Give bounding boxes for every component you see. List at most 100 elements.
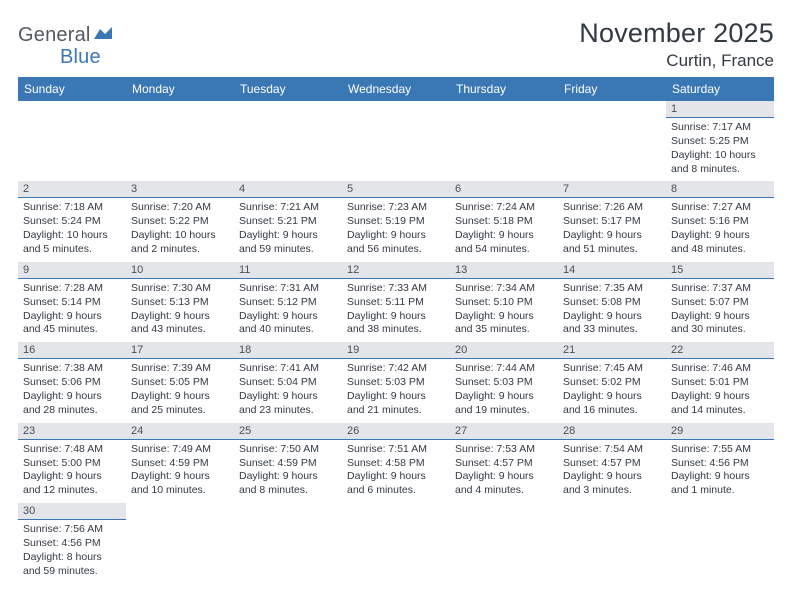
calendar-cell: 2Sunrise: 7:18 AMSunset: 5:24 PMDaylight…	[18, 181, 126, 261]
calendar-row: 16Sunrise: 7:38 AMSunset: 5:06 PMDayligh…	[18, 342, 774, 422]
calendar-cell	[342, 503, 450, 583]
calendar-cell: 13Sunrise: 7:34 AMSunset: 5:10 PMDayligh…	[450, 262, 558, 342]
day-detail: Sunrise: 7:56 AMSunset: 4:56 PMDaylight:…	[18, 520, 126, 583]
day-number: 9	[18, 262, 126, 279]
day-detail: Sunrise: 7:24 AMSunset: 5:18 PMDaylight:…	[450, 198, 558, 261]
calendar-cell: 29Sunrise: 7:55 AMSunset: 4:56 PMDayligh…	[666, 423, 774, 503]
day-number: 13	[450, 262, 558, 279]
calendar-cell	[126, 101, 234, 181]
calendar-cell	[450, 503, 558, 583]
calendar-cell: 9Sunrise: 7:28 AMSunset: 5:14 PMDaylight…	[18, 262, 126, 342]
day-detail: Sunrise: 7:46 AMSunset: 5:01 PMDaylight:…	[666, 359, 774, 422]
day-detail: Sunrise: 7:54 AMSunset: 4:57 PMDaylight:…	[558, 440, 666, 503]
weekday-header-row: SundayMondayTuesdayWednesdayThursdayFrid…	[18, 77, 774, 101]
calendar-row: 30Sunrise: 7:56 AMSunset: 4:56 PMDayligh…	[18, 503, 774, 583]
calendar-cell: 16Sunrise: 7:38 AMSunset: 5:06 PMDayligh…	[18, 342, 126, 422]
day-detail: Sunrise: 7:37 AMSunset: 5:07 PMDaylight:…	[666, 279, 774, 342]
day-detail: Sunrise: 7:31 AMSunset: 5:12 PMDaylight:…	[234, 279, 342, 342]
day-number: 29	[666, 423, 774, 440]
weekday-header: Thursday	[450, 77, 558, 101]
weekday-header: Sunday	[18, 77, 126, 101]
calendar-cell: 5Sunrise: 7:23 AMSunset: 5:19 PMDaylight…	[342, 181, 450, 261]
day-number: 19	[342, 342, 450, 359]
day-detail: Sunrise: 7:49 AMSunset: 4:59 PMDaylight:…	[126, 440, 234, 503]
calendar-cell	[18, 101, 126, 181]
day-number: 7	[558, 181, 666, 198]
calendar-cell	[666, 503, 774, 583]
day-detail: Sunrise: 7:21 AMSunset: 5:21 PMDaylight:…	[234, 198, 342, 261]
day-number: 18	[234, 342, 342, 359]
day-number: 8	[666, 181, 774, 198]
day-detail: Sunrise: 7:18 AMSunset: 5:24 PMDaylight:…	[18, 198, 126, 261]
day-number: 30	[18, 503, 126, 520]
calendar-cell: 27Sunrise: 7:53 AMSunset: 4:57 PMDayligh…	[450, 423, 558, 503]
day-detail: Sunrise: 7:38 AMSunset: 5:06 PMDaylight:…	[18, 359, 126, 422]
day-number: 23	[18, 423, 126, 440]
day-detail: Sunrise: 7:26 AMSunset: 5:17 PMDaylight:…	[558, 198, 666, 261]
day-number: 14	[558, 262, 666, 279]
calendar-cell: 30Sunrise: 7:56 AMSunset: 4:56 PMDayligh…	[18, 503, 126, 583]
day-detail: Sunrise: 7:51 AMSunset: 4:58 PMDaylight:…	[342, 440, 450, 503]
weekday-header: Monday	[126, 77, 234, 101]
calendar-cell: 3Sunrise: 7:20 AMSunset: 5:22 PMDaylight…	[126, 181, 234, 261]
day-number: 1	[666, 101, 774, 118]
calendar-cell: 10Sunrise: 7:30 AMSunset: 5:13 PMDayligh…	[126, 262, 234, 342]
calendar-table: SundayMondayTuesdayWednesdayThursdayFrid…	[18, 77, 774, 584]
calendar-row: 1Sunrise: 7:17 AMSunset: 5:25 PMDaylight…	[18, 101, 774, 181]
day-number: 15	[666, 262, 774, 279]
calendar-cell: 22Sunrise: 7:46 AMSunset: 5:01 PMDayligh…	[666, 342, 774, 422]
calendar-cell	[234, 101, 342, 181]
calendar-cell: 11Sunrise: 7:31 AMSunset: 5:12 PMDayligh…	[234, 262, 342, 342]
calendar-cell	[450, 101, 558, 181]
day-detail: Sunrise: 7:23 AMSunset: 5:19 PMDaylight:…	[342, 198, 450, 261]
day-detail: Sunrise: 7:48 AMSunset: 5:00 PMDaylight:…	[18, 440, 126, 503]
day-detail: Sunrise: 7:35 AMSunset: 5:08 PMDaylight:…	[558, 279, 666, 342]
calendar-cell: 23Sunrise: 7:48 AMSunset: 5:00 PMDayligh…	[18, 423, 126, 503]
day-detail: Sunrise: 7:39 AMSunset: 5:05 PMDaylight:…	[126, 359, 234, 422]
day-number: 16	[18, 342, 126, 359]
calendar-cell: 24Sunrise: 7:49 AMSunset: 4:59 PMDayligh…	[126, 423, 234, 503]
day-number: 20	[450, 342, 558, 359]
calendar-cell: 17Sunrise: 7:39 AMSunset: 5:05 PMDayligh…	[126, 342, 234, 422]
day-number: 24	[126, 423, 234, 440]
day-detail: Sunrise: 7:50 AMSunset: 4:59 PMDaylight:…	[234, 440, 342, 503]
day-number: 25	[234, 423, 342, 440]
day-number: 3	[126, 181, 234, 198]
calendar-cell: 15Sunrise: 7:37 AMSunset: 5:07 PMDayligh…	[666, 262, 774, 342]
calendar-cell	[558, 503, 666, 583]
logo-text-blue: Blue	[60, 46, 101, 68]
day-number: 6	[450, 181, 558, 198]
calendar-cell: 12Sunrise: 7:33 AMSunset: 5:11 PMDayligh…	[342, 262, 450, 342]
day-number: 22	[666, 342, 774, 359]
calendar-cell: 14Sunrise: 7:35 AMSunset: 5:08 PMDayligh…	[558, 262, 666, 342]
day-number: 2	[18, 181, 126, 198]
location: Curtin, France	[579, 51, 774, 71]
logo: General	[18, 18, 114, 47]
header: General November 2025 Curtin, France	[18, 18, 774, 71]
day-number: 26	[342, 423, 450, 440]
day-detail: Sunrise: 7:41 AMSunset: 5:04 PMDaylight:…	[234, 359, 342, 422]
day-detail: Sunrise: 7:33 AMSunset: 5:11 PMDaylight:…	[342, 279, 450, 342]
calendar-body: 1Sunrise: 7:17 AMSunset: 5:25 PMDaylight…	[18, 101, 774, 584]
weekday-header: Friday	[558, 77, 666, 101]
calendar-cell: 8Sunrise: 7:27 AMSunset: 5:16 PMDaylight…	[666, 181, 774, 261]
calendar-cell	[558, 101, 666, 181]
calendar-row: 2Sunrise: 7:18 AMSunset: 5:24 PMDaylight…	[18, 181, 774, 261]
calendar-cell: 7Sunrise: 7:26 AMSunset: 5:17 PMDaylight…	[558, 181, 666, 261]
calendar-cell: 18Sunrise: 7:41 AMSunset: 5:04 PMDayligh…	[234, 342, 342, 422]
day-detail: Sunrise: 7:17 AMSunset: 5:25 PMDaylight:…	[666, 118, 774, 181]
weekday-header: Wednesday	[342, 77, 450, 101]
day-detail: Sunrise: 7:34 AMSunset: 5:10 PMDaylight:…	[450, 279, 558, 342]
day-number: 21	[558, 342, 666, 359]
calendar-cell: 19Sunrise: 7:42 AMSunset: 5:03 PMDayligh…	[342, 342, 450, 422]
day-number: 27	[450, 423, 558, 440]
day-number: 28	[558, 423, 666, 440]
calendar-cell	[342, 101, 450, 181]
calendar-cell: 26Sunrise: 7:51 AMSunset: 4:58 PMDayligh…	[342, 423, 450, 503]
day-detail: Sunrise: 7:53 AMSunset: 4:57 PMDaylight:…	[450, 440, 558, 503]
calendar-row: 23Sunrise: 7:48 AMSunset: 5:00 PMDayligh…	[18, 423, 774, 503]
calendar-cell: 21Sunrise: 7:45 AMSunset: 5:02 PMDayligh…	[558, 342, 666, 422]
calendar-cell: 1Sunrise: 7:17 AMSunset: 5:25 PMDaylight…	[666, 101, 774, 181]
day-number: 17	[126, 342, 234, 359]
weekday-header: Saturday	[666, 77, 774, 101]
